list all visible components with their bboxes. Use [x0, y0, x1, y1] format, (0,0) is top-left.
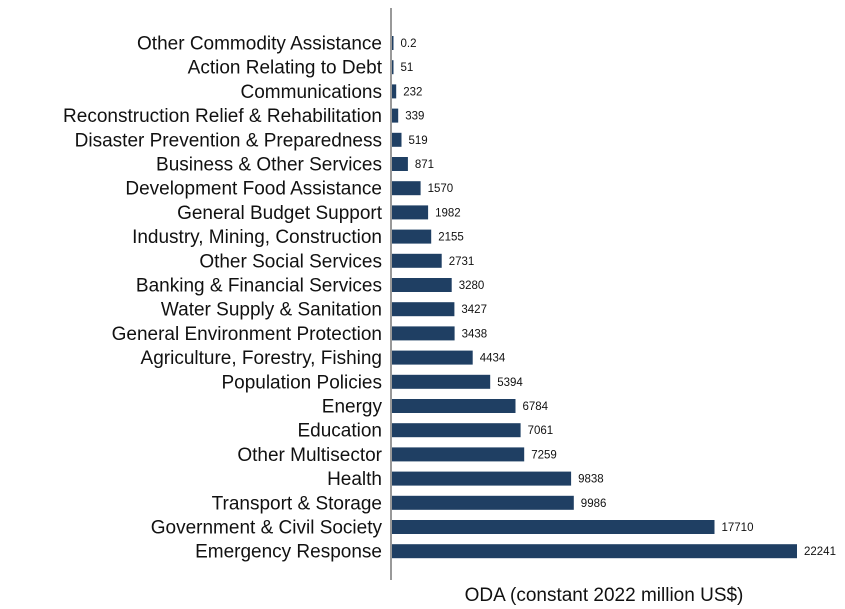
value-label: 9838	[578, 474, 604, 486]
bar	[392, 84, 397, 99]
value-label: 1982	[435, 207, 461, 219]
category-label: Business & Other Services	[156, 155, 382, 176]
bar	[392, 326, 455, 341]
value-label: 22241	[804, 546, 836, 558]
category-label: Health	[327, 469, 382, 490]
bar	[392, 108, 399, 123]
bar	[392, 471, 572, 486]
bar	[392, 544, 797, 559]
bars-group	[392, 36, 797, 559]
bar	[392, 399, 516, 413]
category-label: Development Food Assistance	[125, 179, 382, 200]
category-label: Transport & Storage	[212, 493, 382, 514]
category-label: General Environment Protection	[112, 324, 382, 345]
bar	[392, 278, 452, 292]
bar	[392, 157, 408, 171]
category-label: Agriculture, Forestry, Fishing	[141, 348, 382, 369]
category-label: Other Commodity Assistance	[137, 34, 382, 55]
value-label: 3427	[461, 304, 487, 316]
value-label: 871	[415, 159, 434, 171]
value-label: 3280	[459, 280, 485, 292]
x-axis-title: ODA (constant 2022 million US$)	[465, 585, 744, 606]
bar	[392, 229, 432, 244]
category-label: Disaster Prevention & Preparedness	[75, 130, 382, 151]
value-label: 5394	[497, 377, 523, 389]
value-label: 7061	[528, 425, 554, 437]
value-label: 2731	[449, 256, 475, 268]
category-label: Education	[297, 421, 382, 442]
bar	[392, 350, 473, 365]
value-label: 519	[409, 135, 428, 147]
value-label: 3438	[462, 328, 488, 340]
value-label: 339	[405, 111, 424, 123]
category-label: Industry, Mining, Construction	[132, 227, 382, 248]
value-label: 4434	[480, 353, 506, 365]
category-label: Banking & Financial Services	[136, 276, 382, 297]
category-label: Action Relating to Debt	[188, 58, 383, 79]
value-label: 17710	[722, 522, 754, 534]
category-label: Reconstruction Relief & Rehabilitation	[63, 106, 382, 127]
bar	[392, 447, 525, 462]
bar	[392, 36, 394, 50]
category-label: Population Policies	[221, 372, 382, 393]
bar	[392, 374, 491, 389]
category-label: Communications	[241, 82, 383, 103]
category-label: Water Supply & Sanitation	[161, 300, 382, 321]
category-label: Other Social Services	[199, 251, 382, 272]
category-label: Government & Civil Society	[151, 518, 383, 539]
category-label: Emergency Response	[195, 542, 382, 563]
value-label: 9986	[581, 498, 607, 510]
bar	[392, 520, 715, 534]
category-label: General Budget Support	[177, 203, 383, 224]
bar	[392, 495, 574, 510]
bar	[392, 253, 442, 268]
value-label: 232	[403, 86, 422, 98]
bar	[392, 132, 402, 147]
value-label: 7259	[531, 449, 557, 461]
bar	[392, 423, 521, 438]
bar	[392, 302, 455, 317]
value-label: 6784	[523, 401, 549, 413]
category-label: Energy	[322, 397, 383, 418]
value-labels: 0.2 51 232 339 519 871 1570 1982 2155 2731 3280 342…	[401, 38, 836, 558]
bar	[392, 181, 421, 196]
category-labels: Other Commodity Assistance Action Relatin…	[63, 34, 383, 563]
value-label: 51	[401, 62, 414, 74]
category-label: Other Multisector	[237, 445, 382, 466]
value-label: 1570	[428, 183, 454, 195]
bar	[392, 60, 394, 75]
bar	[392, 205, 429, 220]
value-label: 0.2	[401, 38, 417, 50]
value-label: 2155	[438, 232, 464, 244]
